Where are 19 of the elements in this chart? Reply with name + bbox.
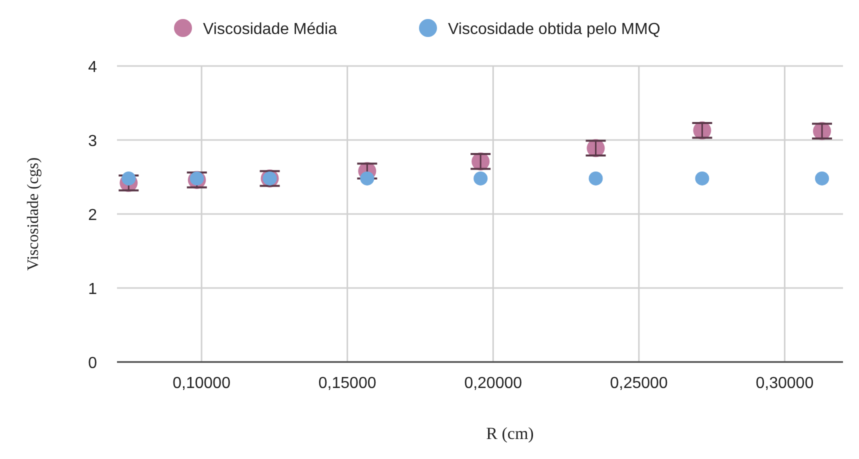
y-axis-title: Viscosidade (cgs) — [25, 157, 42, 271]
point — [588, 171, 603, 186]
x-tick-label: 0,20000 — [464, 375, 522, 392]
y-tick-label: 3 — [88, 133, 98, 150]
point — [695, 171, 710, 186]
x-tick-label: 0,15000 — [318, 375, 376, 392]
legend-label: Viscosidade obtida pelo MMQ — [448, 21, 660, 38]
y-tick-label: 0 — [88, 355, 98, 372]
point — [360, 171, 374, 186]
y-tick-label: 4 — [88, 59, 98, 76]
y-tick-label: 1 — [88, 281, 98, 298]
x-tick-label: 0,25000 — [610, 375, 668, 392]
point — [474, 171, 488, 186]
x-tick-label: 0,10000 — [172, 375, 231, 392]
x-axis-title: R (cm) — [486, 424, 534, 443]
y-tick-label: 2 — [88, 207, 98, 224]
legend-label: Viscosidade Média — [203, 21, 338, 38]
point — [815, 171, 830, 186]
x-tick-label: 0,30000 — [756, 375, 814, 392]
